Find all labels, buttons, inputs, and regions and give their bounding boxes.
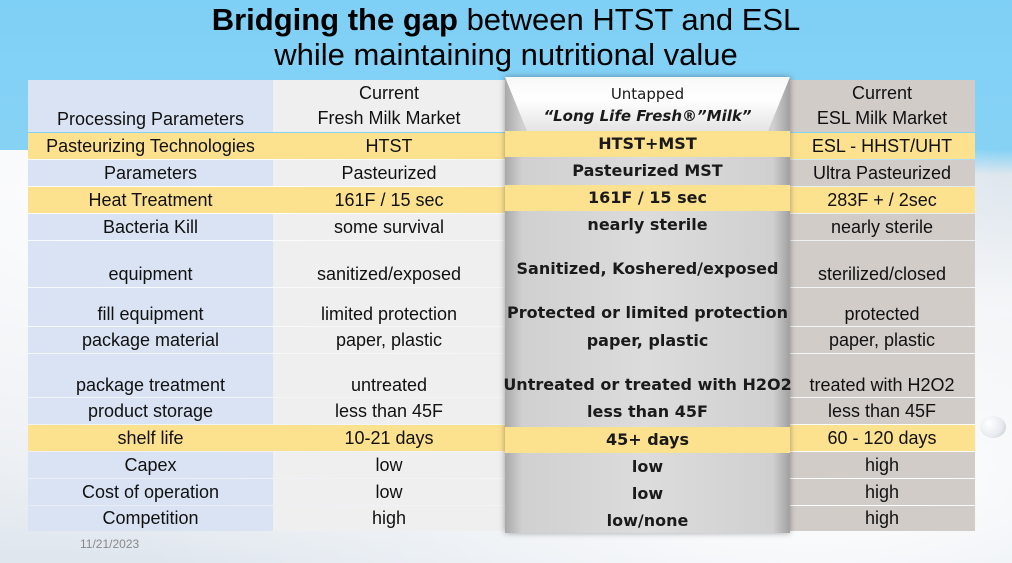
param-cell: shelf life	[28, 425, 273, 451]
esl-cell: protected	[789, 288, 975, 326]
untapped-cell: Pasteurized MST	[572, 161, 723, 180]
untapped-cell: nearly sterile	[587, 215, 708, 234]
param-cell: Heat Treatment	[28, 187, 273, 213]
untapped-cell: low	[631, 484, 664, 503]
untapped-cell: low	[631, 457, 664, 476]
untapped-highlight	[505, 427, 790, 453]
esl-cell: ESL - HHST/UHT	[789, 133, 975, 159]
untapped-highlight	[505, 131, 790, 157]
param-cell: equipment	[28, 241, 273, 287]
esl-cell: less than 45F	[789, 398, 975, 424]
untapped-cell: Untreated or treated with H2O2	[503, 375, 792, 394]
fresh-cell: paper, plastic	[273, 327, 505, 353]
title-line1-rest: between HTST and ESL	[457, 2, 801, 37]
param-cell: Bacteria Kill	[28, 214, 273, 240]
esl-cell: 60 - 120 days	[789, 425, 975, 451]
param-cell: Parameters	[28, 160, 273, 186]
fresh-cell: untreated	[273, 354, 505, 397]
esl-cell: high	[789, 506, 975, 531]
header-fresh-milk-market: Current Fresh Milk Market	[273, 80, 505, 132]
untapped-cell: less than 45F	[587, 402, 708, 421]
slide-date: 11/21/2023	[80, 537, 140, 551]
untapped-cell: low/none	[606, 511, 689, 530]
param-cell: Capex	[28, 452, 273, 478]
esl-cell: nearly sterile	[789, 214, 975, 240]
untapped-cell: 161F / 15 sec	[587, 188, 707, 207]
param-cell: fill equipment	[28, 288, 273, 326]
fresh-cell: sanitized/exposed	[273, 241, 505, 287]
header-esl-line2: ESL Milk Market	[816, 108, 948, 128]
fresh-cell: HTST	[273, 133, 505, 159]
title-line2: while maintaining nutritional value	[274, 37, 738, 72]
untapped-highlight	[505, 185, 790, 211]
esl-cell: sterilized/closed	[789, 241, 975, 287]
untapped-cell: HTST+MST	[598, 134, 697, 153]
header-untapped-line1: Untapped	[505, 81, 790, 107]
param-cell: Cost of operation	[28, 479, 273, 505]
fresh-cell: 10-21 days	[273, 425, 505, 451]
milk-drop-decoration	[980, 416, 1006, 438]
param-cell: product storage	[28, 398, 273, 424]
fresh-cell: some survival	[273, 214, 505, 240]
untapped-column-panel: Untapped “Long Life Fresh®”Milk” HTST+MS…	[503, 77, 792, 533]
param-cell: Competition	[28, 506, 273, 531]
slide-title: Bridging the gap between HTST and ESL wh…	[0, 2, 1012, 72]
esl-cell: Ultra Pasteurized	[789, 160, 975, 186]
carton-top	[505, 77, 790, 133]
fresh-cell: limited protection	[273, 288, 505, 326]
fresh-cell: high	[273, 506, 505, 531]
header-processing-parameters: Processing Parameters	[28, 80, 273, 132]
esl-cell: 283F + / 2sec	[789, 187, 975, 213]
esl-cell: high	[789, 452, 975, 478]
fresh-cell: low	[273, 452, 505, 478]
long-life-fresh-label: “Long Life Fresh®”Milk”	[543, 107, 752, 125]
fresh-cell: Pasteurized	[273, 160, 505, 186]
header-fresh-line1: Current	[358, 83, 420, 103]
title-bold: Bridging the gap	[211, 2, 458, 37]
esl-cell: paper, plastic	[789, 327, 975, 353]
header-esl-milk-market: Current ESL Milk Market	[789, 80, 975, 132]
fresh-cell: less than 45F	[273, 398, 505, 424]
header-untapped-line2: “Long Life Fresh®”Milk”	[505, 103, 790, 129]
param-cell: package material	[28, 327, 273, 353]
header-esl-line1: Current	[851, 83, 913, 103]
param-cell: package treatment	[28, 354, 273, 397]
param-cell: Pasteurizing Technologies	[28, 133, 273, 159]
untapped-label: Untapped	[610, 85, 685, 103]
header-fresh-line2: Fresh Milk Market	[317, 108, 461, 128]
esl-cell: high	[789, 479, 975, 505]
fresh-cell: low	[273, 479, 505, 505]
esl-cell: treated with H2O2	[789, 354, 975, 397]
untapped-cell: paper, plastic	[586, 331, 709, 350]
untapped-cell: 45+ days	[606, 430, 689, 449]
untapped-cell: Protected or limited protection	[506, 303, 789, 322]
fresh-cell: 161F / 15 sec	[273, 187, 505, 213]
untapped-cell: Sanitized, Koshered/exposed	[516, 259, 779, 278]
